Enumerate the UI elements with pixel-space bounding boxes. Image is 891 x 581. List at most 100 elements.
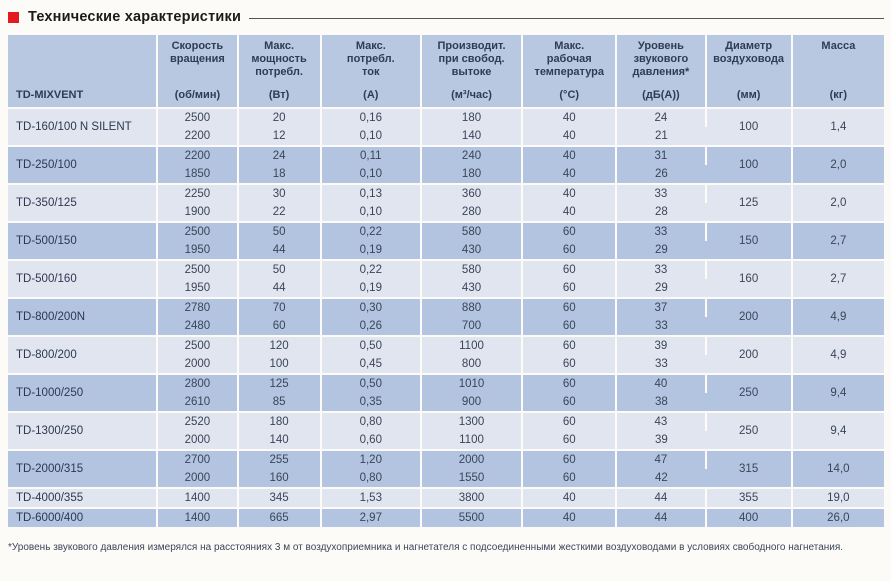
value-cell: 2480 (157, 317, 239, 337)
table-row: TD-350/125 2250 30 0,13 360 40 33 125 2,0 (8, 184, 884, 223)
value-cell: 2200 (157, 127, 239, 147)
value-cell: 20 (237, 108, 322, 127)
column-header-label: Уровень звукового давления* (632, 40, 690, 79)
value-cell: 60 (522, 260, 618, 279)
model-cell: TD-800/200 (8, 336, 159, 375)
value-cell: 24 (616, 108, 707, 127)
value-cell: 180 (420, 108, 524, 127)
value-cell: 33 (616, 355, 706, 375)
specs-table-head: TD-MIXVENT Скорость вращения (об/мин) Макс.… (8, 35, 884, 109)
value-cell: 37 (616, 298, 707, 317)
value-cell: 60 (522, 355, 618, 375)
value-cell: 44 (237, 241, 322, 261)
value-cell: 120 (237, 336, 322, 355)
value-cell: 0,16 (320, 108, 422, 127)
value-cell: 140 (420, 127, 524, 147)
value-cell: 40 (522, 165, 618, 185)
diameter-cell: 125 (705, 184, 793, 223)
value-cell: 280 (420, 203, 524, 223)
model-cell: TD-500/150 (8, 222, 159, 261)
value-cell: 1550 (420, 469, 524, 489)
table-row: 1950 44 0,19 430 60 29 (8, 279, 884, 299)
table-row: 2480 60 0,26 700 60 33 (8, 317, 884, 337)
value-cell: 345 (237, 488, 322, 509)
model-cell: TD-4000/355 (8, 488, 159, 509)
value-cell: 28 (616, 203, 706, 223)
value-cell: 125 (237, 374, 322, 393)
table-caption-label: TD-MIXVENT (16, 88, 84, 101)
value-cell: 180 (237, 412, 322, 431)
value-cell: 0,50 (320, 336, 422, 355)
column-header-label: Производит. при свобод. вытоке (437, 40, 506, 79)
value-cell: 2500 (157, 336, 239, 355)
table-row: TD-2000/315 2700 255 1,20 2000 60 47 315 14,0 (8, 450, 884, 489)
value-cell: 12 (237, 127, 322, 147)
title-rule (249, 17, 884, 19)
value-cell: 40 (522, 127, 618, 147)
section-title: Технические характеристики (28, 9, 242, 25)
column-header: Диаметр воздуховода (мм) (705, 35, 793, 109)
column-header: Уровень звукового давления* (дБ(А)) (616, 35, 707, 109)
mass-cell: 9,4 (791, 412, 884, 451)
model-cell: TD-1000/250 (8, 374, 159, 413)
value-cell: 40 (522, 184, 618, 203)
specs-table-body: TD-160/100 N SILENT 2500 20 0,16 180 40 24 100 1… (8, 108, 884, 529)
value-cell: 31 (616, 146, 707, 165)
value-cell: 0,45 (320, 355, 422, 375)
value-cell: 24 (237, 146, 322, 165)
value-cell: 2500 (157, 222, 239, 241)
value-cell: 700 (420, 317, 524, 337)
value-cell: 40 (522, 488, 618, 509)
value-cell: 22 (237, 203, 322, 223)
value-cell: 2700 (157, 450, 239, 469)
value-cell: 140 (237, 431, 322, 451)
value-cell: 60 (522, 431, 618, 451)
value-cell: 38 (616, 393, 706, 413)
table-row: 2000 140 0,60 1100 60 39 (8, 431, 884, 451)
value-cell: 60 (522, 412, 618, 431)
value-cell: 255 (237, 450, 322, 469)
value-cell: 430 (420, 279, 524, 299)
column-header: Макс. потребл. ток (А) (320, 35, 422, 109)
diameter-cell: 100 (705, 108, 793, 147)
value-cell: 0,10 (320, 127, 422, 147)
value-cell: 2000 (157, 431, 239, 451)
value-cell: 240 (420, 146, 524, 165)
column-header-unit: (°С) (559, 88, 580, 101)
value-cell: 60 (522, 317, 618, 337)
value-cell: 0,13 (320, 184, 422, 203)
value-cell: 2500 (157, 108, 239, 127)
mass-cell: 14,0 (791, 450, 884, 489)
section-header: Технические характеристики (8, 7, 884, 27)
model-cell: TD-160/100 N SILENT (8, 108, 159, 147)
mass-cell: 4,9 (791, 298, 884, 337)
value-cell: 580 (420, 260, 524, 279)
mass-cell: 2,0 (791, 146, 884, 185)
value-cell: 40 (522, 203, 618, 223)
column-header: Масса (кг) (791, 35, 884, 109)
value-cell: 33 (616, 260, 707, 279)
value-cell: 60 (522, 241, 618, 261)
model-cell: TD-2000/315 (8, 450, 159, 489)
value-cell: 1300 (420, 412, 524, 431)
column-header-label: Диаметр воздуховода (713, 40, 785, 66)
table-row: TD-250/100 2200 24 0,11 240 40 31 100 2,0 (8, 146, 884, 185)
mass-cell: 2,0 (791, 184, 884, 223)
value-cell: 43 (616, 412, 707, 431)
value-cell: 1010 (420, 374, 524, 393)
value-cell: 1950 (157, 241, 239, 261)
table-row: TD-800/200N 2780 70 0,30 880 60 37 200 4,9 (8, 298, 884, 337)
value-cell: 0,50 (320, 374, 422, 393)
value-cell: 1,20 (320, 450, 422, 469)
value-cell: 1100 (420, 431, 524, 451)
value-cell: 1850 (157, 165, 239, 185)
value-cell: 0,10 (320, 165, 422, 185)
value-cell: 900 (420, 393, 524, 413)
column-header-unit: (об/мин) (174, 88, 221, 101)
specs-table: TD-MIXVENT Скорость вращения (об/мин) Макс.… (8, 35, 884, 529)
value-cell: 60 (522, 450, 618, 469)
value-cell: 40 (522, 108, 618, 127)
value-cell: 60 (522, 393, 618, 413)
mass-cell: 2,7 (791, 222, 884, 261)
